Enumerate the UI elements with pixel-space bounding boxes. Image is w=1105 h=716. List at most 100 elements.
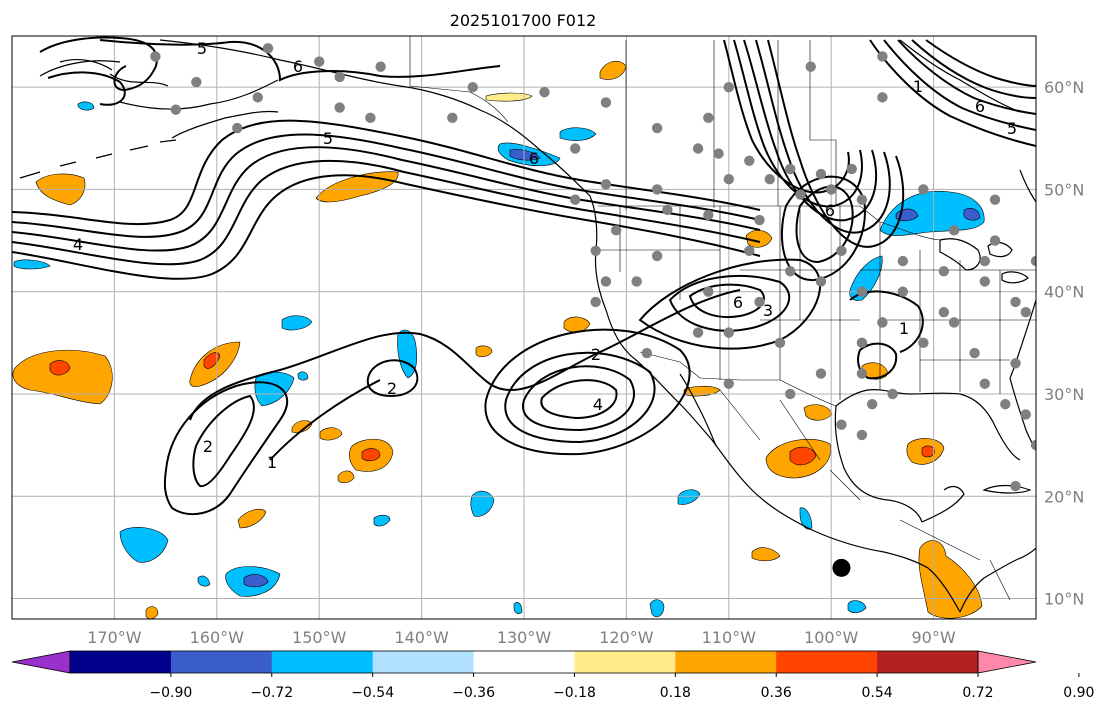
- blue-blob: [513, 602, 523, 614]
- longitude-label: 150°W: [292, 628, 347, 647]
- blue-blob: [77, 101, 95, 111]
- station-dot: [897, 255, 909, 267]
- station-dot: [785, 163, 796, 175]
- station-dot: [1030, 439, 1036, 451]
- contour-line: [733, 39, 863, 208]
- contour-line: [897, 39, 1036, 115]
- navy-blob: [509, 149, 541, 161]
- station-dot: [570, 194, 581, 205]
- station-dot: [785, 266, 796, 277]
- station-dot: [375, 61, 386, 72]
- red-blob: [49, 360, 71, 376]
- station-dot: [1010, 358, 1021, 369]
- us-mexico-border: [639, 351, 837, 407]
- orange-blob: [319, 427, 343, 441]
- colorbar-segment: [877, 651, 979, 673]
- colorbar-segment: [675, 651, 777, 673]
- station-dot: [191, 76, 202, 88]
- contour-label: 4: [593, 395, 603, 414]
- contour-line: [39, 36, 158, 92]
- station-dot: [805, 61, 816, 72]
- orange-blob: [337, 470, 355, 484]
- contour-line: [12, 174, 761, 280]
- station-dot: [262, 43, 274, 54]
- contour-label: 6: [975, 97, 985, 116]
- station-dot: [979, 276, 990, 287]
- station-dot: [1041, 215, 1051, 225]
- station-dot: [754, 296, 765, 308]
- station-dot: [467, 81, 478, 93]
- orange-blob: [563, 316, 591, 333]
- latitude-label: 60°N: [1044, 78, 1084, 97]
- station-dot: [703, 209, 714, 221]
- station-dot: [692, 327, 704, 338]
- contour-line: [925, 39, 1036, 87]
- station-dot: [774, 337, 786, 349]
- station-dot: [447, 112, 458, 124]
- colorbar-segment: [473, 651, 575, 673]
- colorbar-tick-label: −0.90: [149, 685, 192, 701]
- contour-line: [857, 342, 898, 380]
- station-dot: [795, 189, 806, 200]
- station-dot: [1010, 296, 1021, 308]
- latitude-label: 40°N: [1044, 283, 1084, 302]
- station-dot: [836, 245, 847, 256]
- longitude-label: 140°W: [394, 628, 449, 647]
- colorbar-tick-label: 0.54: [862, 685, 893, 701]
- contour-label: 2: [203, 437, 213, 456]
- station-dot: [314, 56, 325, 67]
- station-dot: [703, 286, 714, 297]
- station-dot: [826, 184, 837, 195]
- hudson-bay: [899, 39, 1036, 203]
- station-dot: [651, 184, 663, 195]
- alaska-panhandle: [159, 39, 591, 197]
- contour-label: 6: [293, 57, 303, 76]
- station-dot: [590, 296, 601, 308]
- colorbar-segment: [776, 651, 878, 673]
- station-dot: [877, 317, 888, 328]
- alaska-canada-border: [409, 36, 509, 123]
- station-dot: [252, 92, 263, 103]
- station-dot: [662, 204, 673, 216]
- orange-blob: [751, 547, 781, 562]
- station-dot: [979, 378, 990, 389]
- contour-line: [99, 39, 501, 82]
- contour-labels: 5 6 5 4 6 6 2 2 4 2 1 6 3 1 1 6 5: [73, 39, 1017, 472]
- blue-blob: [13, 259, 51, 270]
- graticule: [12, 36, 1036, 619]
- contour-line: [668, 275, 791, 332]
- station-dot: [836, 419, 847, 430]
- blue-blob: [119, 527, 169, 563]
- station-dot: [877, 51, 888, 62]
- contour-line: [743, 39, 878, 222]
- contour-label: 1: [267, 453, 277, 472]
- canada-provinces: [625, 40, 837, 210]
- colorbar-outline: [69, 650, 979, 674]
- contour-label: 4: [73, 235, 83, 254]
- station-dot: [610, 225, 622, 236]
- station-markers: [150, 43, 1051, 492]
- station-dot: [856, 337, 868, 349]
- colorbar: −0.90 −0.72 −0.54 −0.36 −0.18 0.18 0.36 0.54 0.7…: [11, 650, 1094, 701]
- contour-line: [723, 39, 850, 194]
- station-dot: [989, 235, 1001, 246]
- longitude-label: 170°W: [87, 628, 142, 647]
- station-dot: [969, 347, 980, 359]
- coastlines: [19, 39, 1036, 613]
- station-dot: [815, 168, 827, 180]
- station-dot: [989, 194, 1001, 205]
- contour-line: [911, 39, 1036, 99]
- station-dot: [938, 266, 950, 277]
- latitude-label: 20°N: [1044, 487, 1084, 506]
- station-dot: [651, 122, 663, 134]
- orange-blob: [315, 171, 399, 203]
- red-blob: [361, 448, 381, 462]
- station-dot: [754, 214, 765, 226]
- chart-title: 2025101700 F012: [450, 11, 597, 30]
- contour-line: [638, 258, 821, 350]
- contour-label: 6: [733, 293, 743, 312]
- blue-blob: [799, 507, 813, 530]
- red-blob: [203, 352, 221, 369]
- station-dot: [539, 87, 550, 98]
